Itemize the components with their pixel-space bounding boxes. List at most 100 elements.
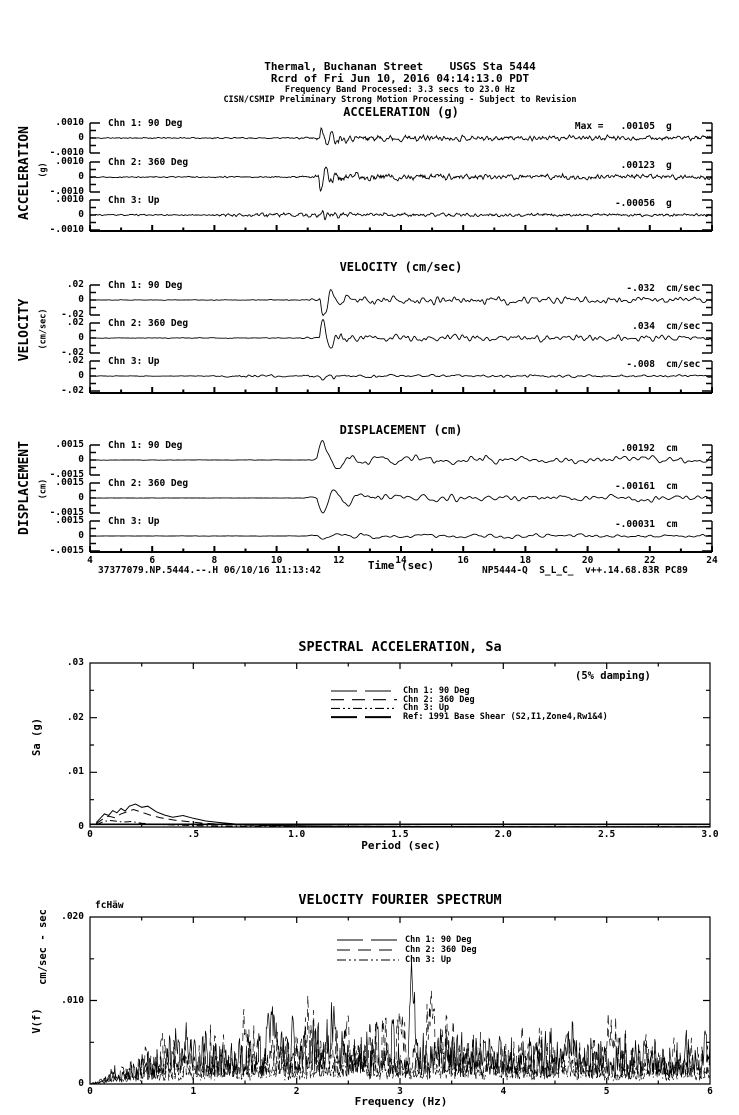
fourier-xtick-label: 0 [87, 1086, 93, 1097]
velocity-ch3-ytick-zero: 0 [78, 370, 84, 381]
displacement-ch1-ytick-zero: 0 [78, 454, 84, 465]
fourier-xtick-label: 6 [707, 1086, 713, 1097]
velocity-title: VELOCITY (cm/sec) [339, 260, 463, 274]
acceleration-ch1-max-unit: g [666, 121, 672, 132]
fourier-legend-label: Chn 2: 360 Deg [405, 945, 477, 955]
fourier-series-1 [89, 959, 711, 1085]
acceleration-ch3-max-unit: g [666, 198, 672, 209]
displacement-ch3-max-value: -.00031 [614, 519, 655, 530]
fourier-ytick-label: .020 [61, 911, 84, 922]
displacement-ch1-ytick-min: -.0015 [49, 469, 84, 480]
velocity-ch3-trace [90, 373, 713, 381]
acceleration-ch3-max-value: -.00056 [614, 198, 655, 209]
time-xtick-label: 14 [395, 555, 407, 566]
displacement-ch3-trace [89, 533, 713, 540]
velocity-channel-label: Chn 3: Up [108, 356, 160, 367]
velocity-channel-label: Chn 2: 360 Deg [108, 318, 189, 329]
header-station-title: Thermal, Buchanan Street USGS Sta 5444 [264, 60, 536, 73]
acceleration-ch1-max-value: Max = .00105 [574, 121, 655, 132]
displacement-ch2-max-value: -.00161 [614, 481, 655, 492]
time-xtick-label: 10 [270, 555, 283, 566]
fourier-xtick-label: 3 [397, 1086, 403, 1097]
fourier-ylabel: V(f) [31, 1008, 44, 1034]
velocity-ch2-max-unit: cm/sec [666, 321, 701, 332]
sa-damping-note: (5% damping) [575, 670, 651, 682]
sa-series-3 [96, 819, 710, 828]
time-xtick-label: 16 [457, 555, 469, 566]
time-xtick-label: 24 [706, 555, 718, 566]
acceleration-ch1-ytick-min: -.0010 [49, 147, 84, 158]
acceleration-time-axis [89, 225, 713, 232]
displacement-ch1-max-unit: cm [666, 443, 678, 454]
displacement-ch3-ytick-max: .0015 [55, 515, 84, 526]
fourier-xlabel: Frequency (Hz) [354, 1095, 448, 1108]
acceleration-channel-label: Chn 2: 360 Deg [108, 157, 189, 168]
time-xtick-label: 6 [149, 555, 156, 566]
acceleration-ch2-right-axis [702, 161, 713, 193]
velocity-ch3-max-unit: cm/sec [666, 359, 701, 370]
time-xtick-label: 18 [519, 555, 532, 566]
displacement-ch1-ytick-max: .0015 [55, 439, 84, 450]
acceleration-channel-label: Chn 1: 90 Deg [108, 118, 183, 129]
acceleration-ch2-ytick-max: .0010 [55, 156, 84, 167]
velocity-ch1-right-axis [702, 284, 713, 316]
acceleration-ch3-ytick-zero: 0 [78, 209, 84, 220]
velocity-ch3-max-value: -.008 [626, 359, 655, 370]
acceleration-ch2-ytick-min: -.0010 [49, 186, 84, 197]
sa-xtick-label: 1.5 [391, 829, 409, 840]
displacement-ch2-max-unit: cm [666, 481, 678, 492]
fourier-legend-label: Chn 1: 90 Deg [405, 935, 472, 945]
acceleration-ch2-ytick-zero: 0 [78, 171, 84, 182]
velocity-ch2-trace [89, 319, 713, 349]
footer-record-id: 37377079.NP.5444.--.H 06/10/16 11:13:42 [98, 565, 322, 576]
sa-xtick-label: 0 [87, 829, 93, 840]
header-band-processed: Frequency Band Processed: 3.3 secs to 23… [284, 85, 516, 95]
displacement-ch2-right-axis [702, 482, 713, 514]
acceleration-ch2-trace [89, 166, 713, 192]
fourier-xtick-label: 5 [603, 1086, 610, 1097]
acceleration-ch1-ytick-max: .0010 [55, 117, 84, 128]
displacement-ch1-max-value: .00192 [620, 443, 655, 454]
sa-xtick-label: 1.0 [288, 829, 306, 840]
acceleration-ch2-max-unit: g [666, 160, 672, 171]
acceleration-ch1-trace [89, 127, 713, 146]
displacement-channel-label: Chn 1: 90 Deg [108, 440, 183, 451]
sa-ytick-label: .01 [66, 766, 84, 778]
acceleration-ch1-ytick-zero: 0 [78, 132, 84, 143]
displacement-ch1-right-axis [702, 444, 713, 476]
acceleration-ch3-ytick-max: .0010 [55, 194, 84, 205]
fourier-legend-label: Chn 3: Up [405, 955, 452, 965]
acceleration-ch3-ytick-min: -.0010 [49, 224, 84, 235]
acceleration-ch1-right-axis [702, 122, 713, 154]
sa-legend-label: Chn 2: 360 Deg [403, 694, 475, 705]
displacement-ch1-trace [90, 439, 713, 470]
sa-xtick-label: .5 [187, 829, 200, 840]
fourier-corner-text: fcHäw [95, 900, 124, 911]
displacement-ch3-ytick-zero: 0 [78, 530, 84, 541]
velocity-ch1-max-unit: cm/sec [666, 283, 701, 294]
time-xtick-label: 4 [87, 555, 93, 566]
fourier-xtick-label: 1 [190, 1086, 197, 1097]
header-record-date: Rcrd of Fri Jun 10, 2016 04:14:13.0 PDT [270, 72, 530, 85]
velocity-ch2-right-axis [702, 322, 713, 354]
velocity-ch2-ytick-min: -.02 [61, 347, 84, 358]
velocity-ch1-ytick-max: .02 [66, 279, 84, 290]
fourier-series-2 [89, 990, 711, 1085]
time-xtick-label: 8 [211, 555, 218, 566]
velocity-ch2-ytick-zero: 0 [78, 332, 84, 343]
fourier-series-3 [90, 1044, 711, 1085]
velocity-ch1-ytick-min: -.02 [61, 309, 84, 320]
velocity-ch1-max-value: -.032 [626, 283, 655, 294]
displacement-ch2-ytick-max: .0015 [55, 477, 84, 488]
displacement-ch2-ytick-zero: 0 [78, 492, 84, 503]
sa-xtick-label: 2.5 [598, 829, 616, 840]
time-xtick-label: 20 [581, 555, 594, 566]
time-xlabel: Time (sec) [367, 559, 435, 572]
sa-xlabel: Period (sec) [361, 839, 441, 852]
sa-ytick-label: .02 [66, 711, 84, 723]
displacement-ch2-ytick-min: -.0015 [49, 507, 84, 518]
fourier-xtick-label: 4 [500, 1086, 507, 1097]
acceleration-title: ACCELERATION (g) [343, 105, 459, 119]
velocity-channel-label: Chn 1: 90 Deg [108, 280, 183, 291]
